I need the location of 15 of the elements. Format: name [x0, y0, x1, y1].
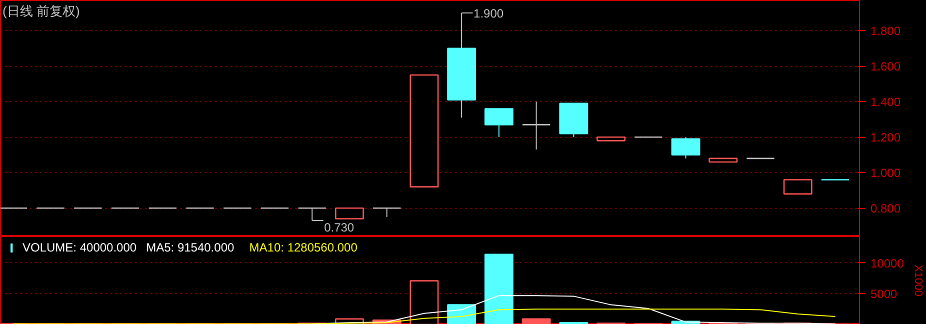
y-tick-label: 1.200: [870, 130, 901, 145]
legend-label: VOLUME: 40000.000: [22, 240, 137, 254]
text: MA10: 1280560.000: [249, 240, 358, 254]
annotation: 0.730: [324, 220, 354, 235]
y-axis-title: X1000: [912, 264, 924, 296]
y-tick-label: 0.800: [870, 202, 901, 216]
chart-title: (日线 前复权): [2, 4, 80, 18]
y-tick-label: 5000: [870, 287, 898, 302]
y-tick-label: 1.400: [870, 95, 901, 110]
y-tick-label: 1.800: [870, 24, 901, 38]
y-tick-label: 1.600: [870, 60, 901, 74]
y-tick-label: 10000: [870, 256, 904, 270]
annotation: 1.900: [474, 6, 504, 20]
text: MA5: 91540.000: [146, 240, 234, 254]
y-tick-label: 1.000: [870, 166, 901, 180]
